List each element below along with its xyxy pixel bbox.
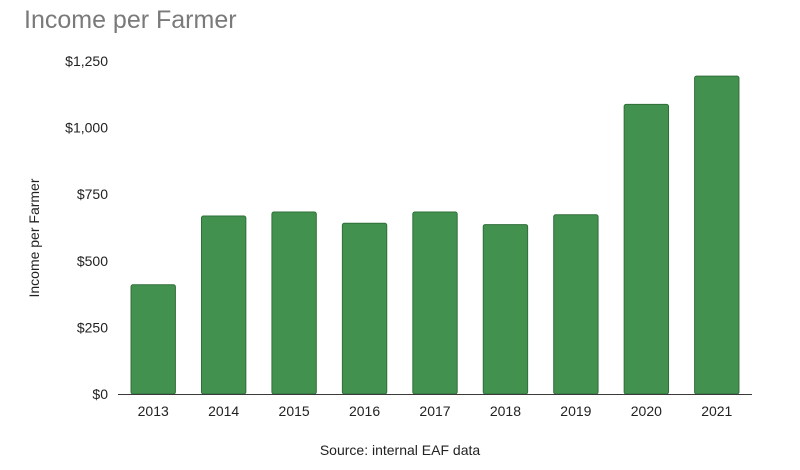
x-tick-label: 2015 bbox=[279, 403, 310, 419]
x-tick-label: 2020 bbox=[631, 403, 662, 419]
bar-2021 bbox=[694, 75, 740, 395]
bar-2013 bbox=[130, 284, 176, 395]
bar-2018 bbox=[482, 224, 529, 395]
bar-2017 bbox=[412, 211, 458, 395]
bar-2016 bbox=[341, 222, 388, 395]
y-axis-ticks: $0 $250 $500 $750 $1,000 $1,250 bbox=[65, 53, 108, 402]
bar-2019 bbox=[553, 214, 599, 395]
y-tick-label: $1,000 bbox=[65, 120, 108, 136]
y-tick-label: $1,250 bbox=[65, 53, 108, 69]
x-tick-label: 2017 bbox=[419, 403, 450, 419]
chart-title: Income per Farmer bbox=[24, 6, 237, 34]
x-tick-label: 2019 bbox=[560, 403, 591, 419]
bar-2020 bbox=[623, 103, 670, 395]
x-tick-label: 2013 bbox=[138, 403, 169, 419]
bars bbox=[130, 75, 740, 395]
y-tick-label: $0 bbox=[92, 386, 108, 402]
x-tick-label: 2016 bbox=[349, 403, 380, 419]
y-tick-label: $250 bbox=[77, 319, 108, 335]
y-tick-label: $750 bbox=[77, 186, 108, 202]
x-axis-ticks: 2013 2014 2015 2016 2017 2018 2019 2020 2021 bbox=[138, 403, 733, 419]
bar-2014 bbox=[200, 215, 247, 395]
x-tick-label: 2021 bbox=[701, 403, 732, 419]
y-tick-label: $500 bbox=[77, 253, 108, 269]
x-tick-label: 2018 bbox=[490, 403, 521, 419]
x-tick-label: 2014 bbox=[208, 403, 239, 419]
x-axis-label: Source: internal EAF data bbox=[319, 442, 481, 458]
bar-2015 bbox=[271, 211, 317, 395]
